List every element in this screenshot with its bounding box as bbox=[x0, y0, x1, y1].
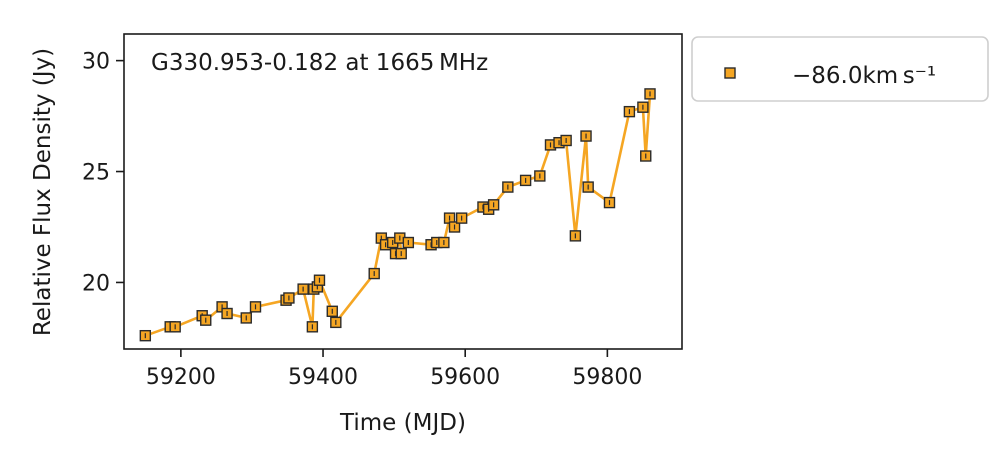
legend-entry-label: −86.0km s⁻¹ bbox=[792, 63, 936, 89]
x-axis-label: Time (MJD) bbox=[339, 410, 466, 436]
x-tick-label: 59200 bbox=[146, 365, 216, 390]
data-point bbox=[200, 314, 212, 326]
data-point bbox=[534, 170, 546, 182]
y-tick-label: 25 bbox=[82, 161, 110, 186]
x-tick-label: 59800 bbox=[572, 365, 642, 390]
data-point bbox=[519, 174, 532, 187]
data-point bbox=[368, 267, 380, 280]
data-point bbox=[402, 236, 415, 249]
data-point bbox=[297, 283, 309, 295]
legend: −86.0km s⁻¹ bbox=[691, 36, 989, 102]
data-point bbox=[313, 274, 326, 286]
data-point bbox=[502, 181, 514, 193]
data-point bbox=[644, 88, 656, 100]
data-point bbox=[326, 305, 338, 317]
y-tick-label: 30 bbox=[82, 50, 110, 75]
data-point bbox=[487, 199, 500, 211]
data-point bbox=[438, 236, 450, 249]
data-point bbox=[623, 105, 636, 118]
y-tick-label: 20 bbox=[82, 271, 110, 296]
legend-marker bbox=[724, 67, 736, 79]
chart-annotation: G330.953-0.182 at 1665 MHz bbox=[151, 50, 488, 76]
plot-frame bbox=[123, 33, 683, 350]
data-point bbox=[637, 101, 649, 113]
y-ticks: 20 25 30 bbox=[82, 50, 124, 296]
legend-frame bbox=[691, 36, 989, 102]
y-axis-label: Relative Flux Density (Jy) bbox=[30, 48, 56, 336]
data-point bbox=[283, 292, 295, 304]
data-point bbox=[169, 321, 181, 333]
data-point bbox=[306, 321, 319, 333]
data-point bbox=[582, 181, 594, 193]
x-ticks: 59200 59400 59600 59800 bbox=[146, 349, 642, 390]
data-points bbox=[139, 88, 656, 342]
data-point bbox=[580, 130, 592, 142]
data-point bbox=[455, 212, 468, 224]
data-point bbox=[395, 247, 407, 260]
data-point bbox=[448, 221, 461, 233]
data-point bbox=[240, 312, 252, 324]
data-point bbox=[603, 196, 616, 209]
data-point bbox=[221, 307, 233, 320]
data-point bbox=[139, 329, 152, 342]
data-point bbox=[249, 301, 262, 313]
x-tick-label: 59400 bbox=[288, 365, 358, 390]
data-point bbox=[640, 150, 652, 162]
data-point bbox=[560, 134, 572, 147]
data-point bbox=[330, 316, 342, 329]
x-tick-label: 59600 bbox=[430, 365, 500, 390]
data-point bbox=[569, 230, 582, 242]
series-line bbox=[144, 93, 652, 337]
